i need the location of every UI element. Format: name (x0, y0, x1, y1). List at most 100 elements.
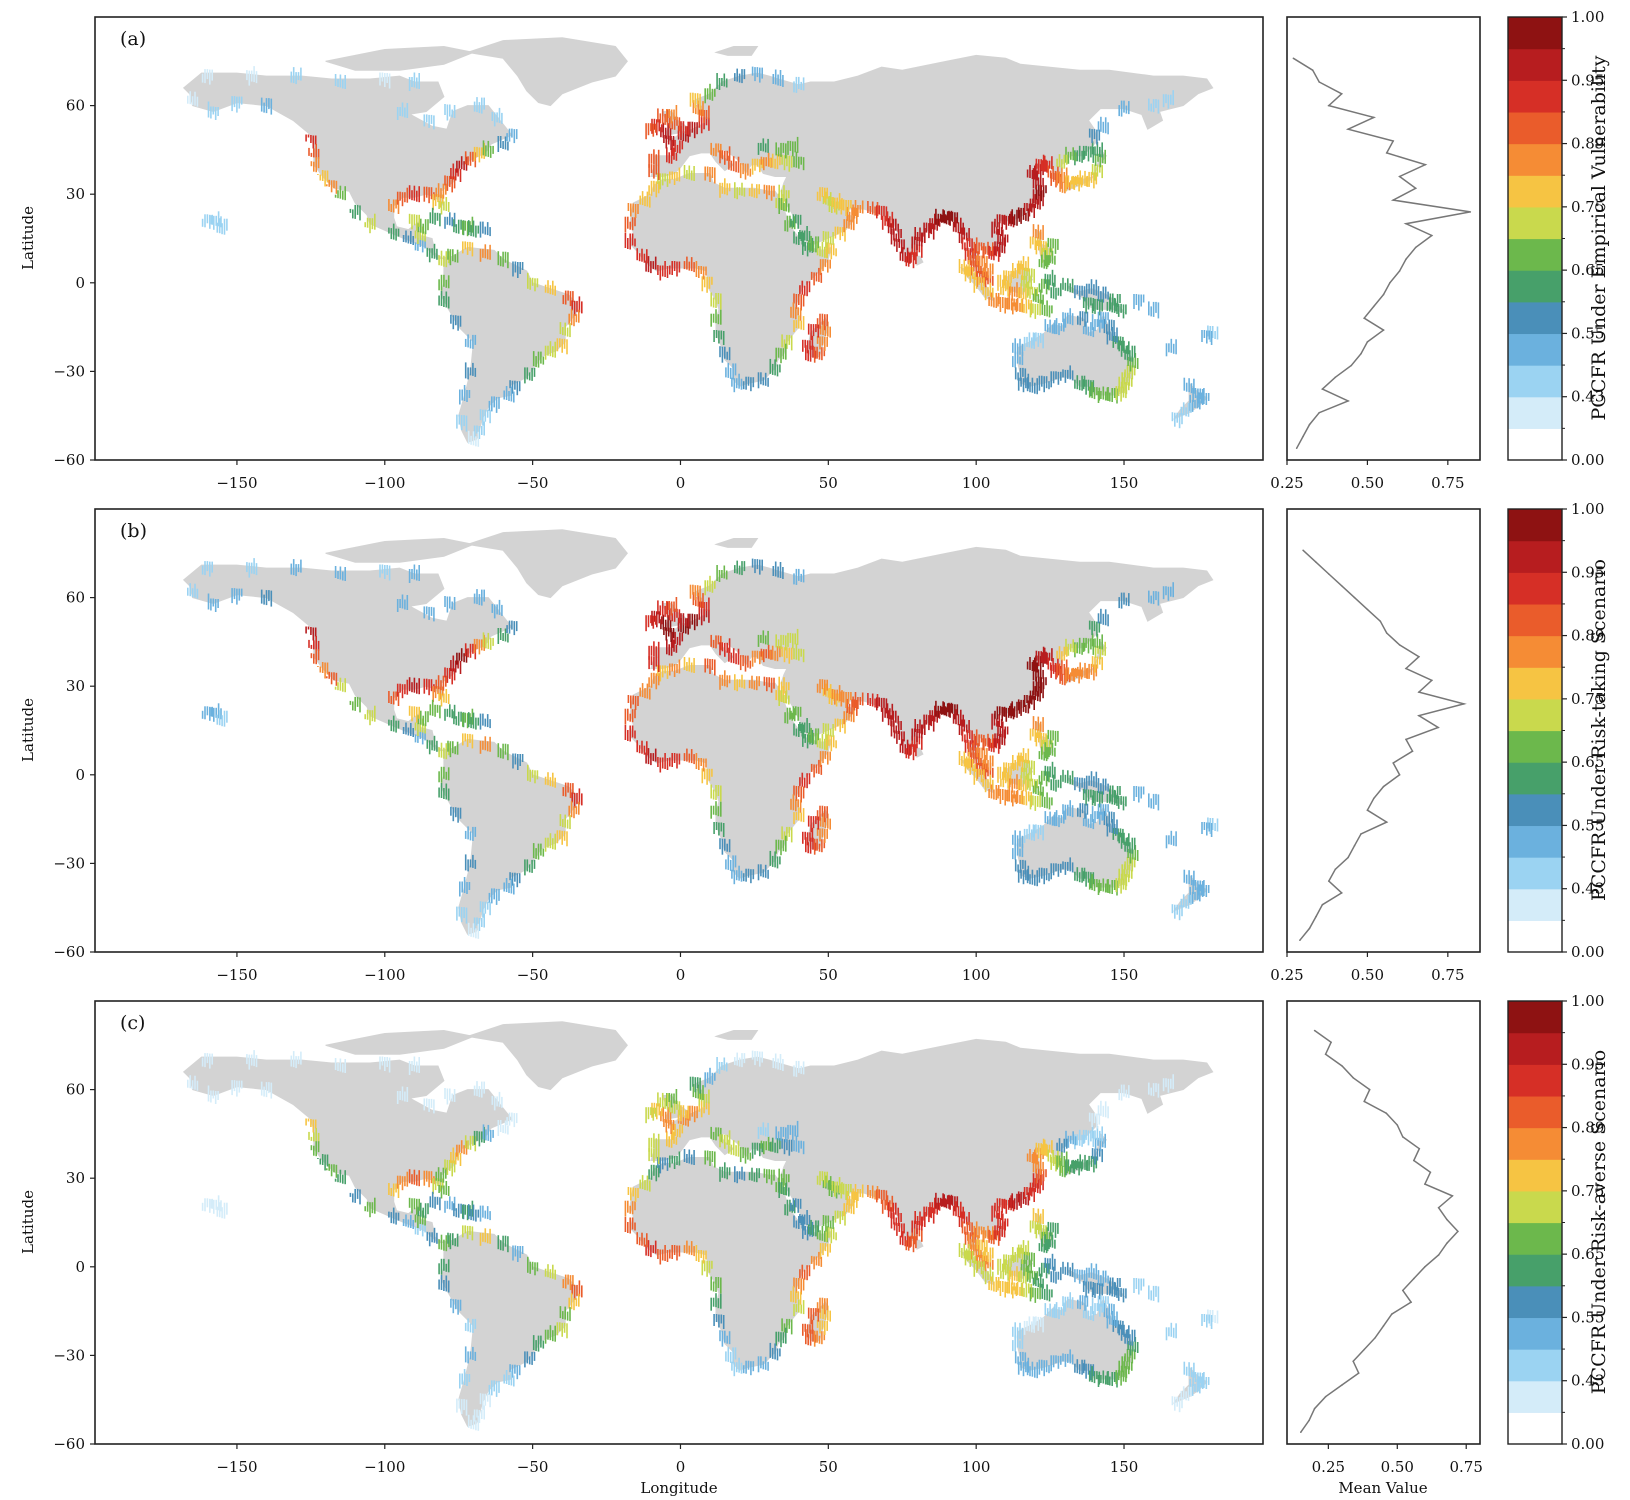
land-svalbard (714, 46, 759, 56)
profile-point (1334, 376, 1337, 379)
profile-point (1363, 317, 1365, 320)
colorbar-segment (1508, 175, 1562, 208)
profile-point (1385, 152, 1388, 154)
colorbar-segment (1508, 667, 1562, 700)
profile-point (1321, 388, 1324, 390)
colorbar-segment (1508, 143, 1562, 176)
land-svalbard (714, 538, 759, 548)
colorbar-segment (1508, 333, 1562, 366)
x-tick-label: 0 (676, 474, 686, 492)
colorbar-tick-label: 0.95 (1571, 71, 1604, 89)
profile-frame-b (1286, 508, 1481, 953)
profile-point (1328, 104, 1330, 107)
profile-point (1431, 234, 1433, 237)
colorbar-segment (1508, 572, 1562, 605)
x-tick-label: 0 (676, 966, 686, 984)
profile-point (1295, 447, 1298, 450)
x-tick-label: −50 (517, 966, 549, 984)
map-a (182, 37, 1219, 447)
coastline-hatches-a (187, 66, 1219, 447)
colorbar-segment (1508, 48, 1562, 81)
colorbar-segment (1508, 888, 1562, 921)
land-greenland (467, 529, 628, 599)
profile-point (1431, 679, 1433, 682)
y-tick-label: −30 (53, 362, 85, 380)
x-tick-label: 50 (819, 474, 838, 492)
profile-point (1392, 762, 1394, 764)
land-greenland (467, 37, 628, 107)
profile-point (1437, 726, 1439, 729)
x-tick-label: −50 (517, 474, 549, 492)
profile-point (1382, 785, 1385, 788)
colorbar-tick-label: 0.55 (1571, 324, 1604, 342)
profile-point (1292, 57, 1295, 60)
colorbar-segment (1508, 857, 1562, 890)
profile-point (1373, 305, 1375, 308)
profile-point (1353, 844, 1356, 847)
profile-point (1469, 211, 1472, 213)
colorbar-tick-label: 1.00 (1571, 8, 1604, 26)
profile-point (1414, 246, 1417, 249)
colorbar-segment (1508, 428, 1562, 461)
profile-tick-label: 0.75 (1431, 966, 1464, 984)
colorbar-segment (1508, 698, 1562, 732)
colorbar-segment (1508, 509, 1562, 542)
x-tick-label: −100 (364, 966, 405, 984)
profile-point (1321, 903, 1324, 906)
colorbar-tick-label: 1.00 (1571, 500, 1604, 518)
y-tick-label: 60 (66, 97, 85, 115)
profile-point (1385, 821, 1388, 823)
map-frame-a (94, 16, 1264, 461)
profile-point (1315, 915, 1317, 918)
colorbar-segment (1508, 603, 1562, 637)
y-tick-label: 30 (66, 677, 85, 695)
y-tick-label: −30 (53, 854, 85, 872)
profile-line-b (1299, 549, 1467, 941)
profile-point (1315, 561, 1317, 563)
colorbar-tick-label: 0.65 (1571, 261, 1604, 279)
profile-point (1382, 293, 1385, 296)
colorbar-tick-label: 0.43 (1571, 880, 1604, 898)
y-tick-label: 30 (66, 185, 85, 203)
colorbar-segment (1508, 635, 1562, 668)
colorbar-segment (1508, 206, 1562, 240)
profile-point (1366, 341, 1369, 343)
profile-point (1353, 596, 1356, 599)
profile-point (1418, 655, 1420, 658)
x-tick-label: −100 (364, 474, 405, 492)
profile-point (1302, 435, 1304, 438)
profile-point (1347, 400, 1349, 402)
profile-tick-label: 0.25 (1270, 474, 1303, 492)
colorbar-tick-label: 0.95 (1571, 563, 1604, 581)
x-tick-label: 150 (1110, 966, 1139, 984)
y-tick-label: 0 (75, 766, 85, 784)
colorbar-segment (1508, 80, 1562, 113)
profile-point (1299, 939, 1301, 941)
profile-point (1373, 797, 1375, 800)
profile-point (1347, 128, 1349, 130)
profile-point (1418, 691, 1420, 693)
y-tick-label: −60 (53, 451, 85, 469)
colorbar-segment (1508, 301, 1562, 335)
profile-point (1318, 81, 1320, 83)
map-c (182, 1021, 1219, 1431)
profile-point (1302, 549, 1304, 552)
profile-line-a (1293, 57, 1471, 449)
profile-point (1405, 738, 1407, 741)
y-tick-label: 60 (66, 589, 85, 607)
profile-point (1414, 187, 1417, 190)
profile-tick-label: 0.25 (1270, 966, 1303, 984)
profile-point (1398, 175, 1401, 178)
colorbar-segment (1508, 111, 1562, 145)
y-tick-label: −60 (53, 943, 85, 961)
profile-point (1334, 868, 1337, 871)
land-sri-lanka (916, 747, 924, 758)
land-sri-lanka (916, 255, 924, 266)
profile-point (1328, 573, 1330, 575)
profile-point (1385, 632, 1388, 634)
profile-point (1418, 714, 1420, 717)
profile-point (1405, 667, 1407, 670)
profile-point (1392, 199, 1394, 201)
panel-a: −150 −100 −50 0 50 100 150 60 30 0 −30 −60 0.25 0.50 0… (53, 8, 1604, 492)
profile-point (1405, 258, 1407, 261)
